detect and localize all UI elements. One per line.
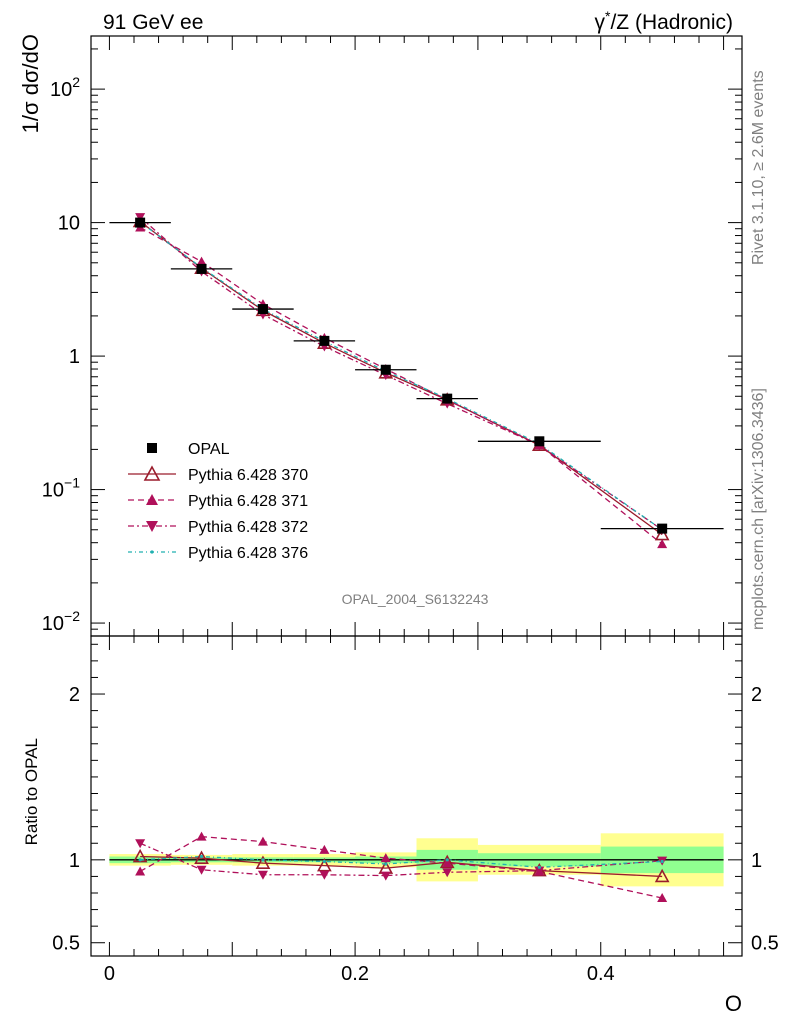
legend-marker bbox=[143, 465, 161, 481]
ratio-panel: 0.5 0.5 1 1 2 2 0 0.2 0.4 Ratio to OPAL O bbox=[22, 635, 779, 1016]
y-tick-label: 1 bbox=[69, 346, 80, 368]
legend-label: Pythia 6.428 370 bbox=[188, 467, 308, 484]
ratio-point-p370 bbox=[317, 857, 332, 872]
ratio-point-p376 bbox=[138, 858, 142, 862]
ratio-point-p371 bbox=[257, 836, 268, 846]
data-point bbox=[657, 523, 668, 534]
legend-label: Pythia 6.428 372 bbox=[188, 519, 308, 536]
legend-marker bbox=[147, 443, 157, 453]
ratio-point-p376 bbox=[322, 859, 326, 864]
data-point bbox=[380, 364, 391, 375]
y-tick-label: 2 bbox=[69, 684, 80, 706]
ratio-point-p372 bbox=[257, 870, 268, 880]
ratio-point-p372 bbox=[196, 865, 207, 875]
legend-entry-data: OPAL bbox=[147, 441, 230, 458]
legend-entry-p372: Pythia 6.428 372 bbox=[128, 519, 308, 536]
y-tick-label: 10−1 bbox=[42, 475, 80, 502]
ratio-point-p371 bbox=[196, 831, 207, 841]
point-p371 bbox=[196, 256, 207, 266]
legend-marker bbox=[146, 494, 158, 505]
legend-label: Pythia 6.428 376 bbox=[188, 545, 308, 562]
ratio-point-p372 bbox=[135, 839, 146, 849]
ratio-frame bbox=[90, 635, 743, 957]
header-left: 91 GeV ee bbox=[103, 11, 203, 34]
y-tick-label-right: 1 bbox=[751, 850, 762, 872]
ratio-point-p371 bbox=[135, 866, 146, 876]
data-point bbox=[442, 393, 453, 404]
data-point bbox=[135, 217, 146, 228]
data-point bbox=[319, 335, 330, 346]
ratio-point-p370 bbox=[255, 855, 271, 869]
ratio-y-axis-label: Ratio to OPAL bbox=[22, 738, 41, 845]
ratio-point-p376 bbox=[199, 854, 204, 859]
y-tick-label: 1 bbox=[69, 850, 80, 872]
ratio-point-p370 bbox=[194, 850, 209, 864]
ratio-point-p372 bbox=[319, 870, 330, 880]
series-line-p372 bbox=[139, 216, 663, 531]
x-tick-label: 0.4 bbox=[587, 963, 615, 985]
data-point bbox=[257, 304, 268, 315]
mcplots-label: mcplots.cern.ch [arXiv:1306.3436] bbox=[750, 388, 767, 630]
legend-marker bbox=[150, 550, 154, 554]
ratio-line-p372 bbox=[139, 842, 663, 877]
ratio-line-p370 bbox=[140, 855, 663, 878]
ratio-point-p371 bbox=[657, 892, 668, 902]
y-tick-label: 10 bbox=[58, 213, 80, 235]
series-line-p376 bbox=[139, 221, 663, 531]
header-right: γ*/Z (Hadronic) bbox=[595, 8, 733, 34]
ratio-point-p371 bbox=[319, 844, 330, 854]
point-p372 bbox=[135, 213, 146, 223]
ratio-point-p370 bbox=[132, 848, 148, 863]
legend-entry-p370: Pythia 6.428 370 bbox=[128, 465, 308, 484]
ratio-point-p372 bbox=[442, 868, 453, 878]
ratio-point-p376 bbox=[261, 858, 265, 862]
ratio-point-p376 bbox=[384, 862, 388, 866]
ratio-point-p370 bbox=[654, 868, 670, 883]
ratio-point-p376 bbox=[660, 859, 664, 864]
ratio-point-p376 bbox=[537, 865, 541, 869]
y-tick-label: 102 bbox=[50, 74, 80, 101]
legend-entry-p371: Pythia 6.428 371 bbox=[128, 493, 308, 510]
legend-entry-p376: Pythia 6.428 376 bbox=[128, 545, 308, 562]
point-p371 bbox=[657, 539, 668, 549]
ratio-point-p371 bbox=[380, 853, 391, 863]
y-tick-label: 0.5 bbox=[52, 933, 80, 955]
x-tick-label: 0.2 bbox=[341, 963, 369, 985]
analysis-id-label: OPAL_2004_S6132243 bbox=[342, 591, 489, 607]
ratio-point-p370 bbox=[439, 854, 455, 869]
legend: OPAL Pythia 6.428 370 Pythia 6.428 371 Pyth… bbox=[128, 441, 308, 562]
y-tick-label: 10−2 bbox=[42, 608, 80, 635]
data-point bbox=[534, 436, 545, 447]
legend-marker bbox=[146, 521, 158, 532]
y-tick-label-right: 0.5 bbox=[751, 933, 779, 955]
ratio-point-p372 bbox=[534, 866, 545, 876]
x-axis-label: O bbox=[725, 991, 742, 1016]
legend-label: Pythia 6.428 371 bbox=[188, 493, 308, 510]
ratio-line-p371 bbox=[139, 835, 663, 899]
ratio-point-p372 bbox=[380, 871, 391, 881]
ratio-point-p371 bbox=[442, 858, 453, 868]
ratio-point-p376 bbox=[445, 858, 449, 862]
x-tick-label: 0 bbox=[104, 963, 115, 985]
rivet-version-label: Rivet 3.1.10, ≥ 2.6M events bbox=[750, 70, 767, 265]
legend-label: OPAL bbox=[188, 441, 230, 458]
y-tick-label-right: 2 bbox=[751, 684, 762, 706]
data-point bbox=[196, 263, 207, 274]
y-axis-label: 1/σ dσ/dO bbox=[18, 34, 43, 133]
main-panel: 10−2 10−1 1 10 102 1/σ dσ/dO bbox=[18, 34, 743, 637]
